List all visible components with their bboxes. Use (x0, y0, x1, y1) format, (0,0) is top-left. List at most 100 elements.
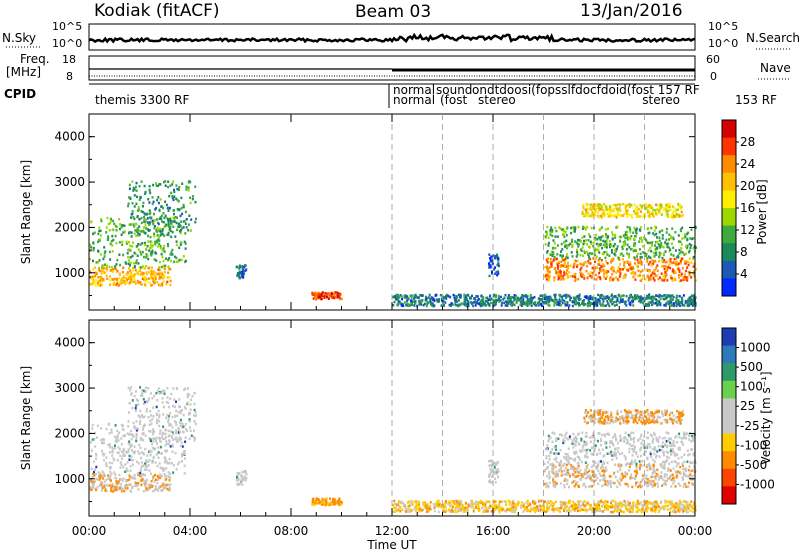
velocity-cell (161, 469, 164, 472)
velocity-cell (666, 477, 669, 480)
colorbar-tick-label: 28 (740, 135, 755, 149)
power-cell (667, 215, 670, 218)
power-cell (583, 277, 586, 280)
power-cell (675, 263, 678, 267)
power-cell (653, 229, 656, 232)
velocity-cell (156, 399, 159, 402)
velocity-cell (437, 499, 440, 503)
power-cell (651, 271, 654, 275)
velocity-cell (163, 392, 166, 395)
velocity-cell (456, 501, 459, 504)
power-cell (576, 253, 579, 256)
power-cell (644, 203, 647, 206)
power-cell (593, 206, 596, 209)
velocity-cell (173, 420, 176, 423)
power-cell (481, 300, 484, 303)
power-cell (564, 265, 566, 268)
power-cell (634, 258, 637, 261)
power-cell (401, 303, 404, 306)
velocity-cell (425, 504, 428, 507)
power-cell (583, 262, 586, 265)
velocity-cell (133, 426, 136, 429)
power-cell (134, 282, 137, 285)
power-cell (671, 261, 674, 265)
power-cell (109, 283, 112, 286)
power-cell (585, 296, 588, 300)
power-cell (139, 243, 142, 246)
power-cell (599, 214, 602, 218)
velocity-cell (423, 504, 426, 507)
velocity-cell (584, 485, 587, 489)
power-cell (636, 214, 639, 218)
power-cell (419, 294, 422, 297)
velocity-cell (555, 500, 557, 503)
velocity-cell (105, 464, 108, 468)
power-cell (90, 246, 93, 249)
power-cell (665, 260, 668, 264)
velocity-cell (168, 457, 171, 461)
velocity-cell (408, 500, 411, 504)
power-cell (488, 253, 491, 256)
nsky-frame (88, 23, 696, 51)
power-cell (547, 271, 550, 275)
velocity-cell (677, 509, 680, 512)
velocity-cell (658, 508, 661, 512)
velocity-cell (563, 509, 565, 512)
power-cell (623, 242, 626, 245)
velocity-cell (112, 486, 115, 490)
power-cell (139, 273, 142, 276)
velocity-cell (546, 504, 549, 508)
velocity-cell (606, 480, 609, 483)
velocity-cell (570, 464, 573, 467)
power-cell (682, 277, 685, 280)
power-cell (605, 260, 608, 263)
power-cell (597, 263, 600, 266)
power-cell (633, 226, 636, 230)
power-cell (688, 302, 691, 306)
power-cell (634, 249, 637, 252)
velocity-cell (496, 460, 499, 464)
velocity-cell (98, 484, 101, 487)
power-cell (100, 272, 103, 275)
power-cell (490, 270, 493, 273)
y-tick-label: 4000 (54, 130, 85, 144)
power-cell (563, 229, 565, 233)
velocity-cell (595, 503, 598, 507)
velocity-cell (321, 500, 324, 503)
power-cell (180, 220, 182, 223)
power-cell (471, 294, 473, 298)
velocity-cell (501, 507, 504, 511)
power-cell (131, 274, 134, 278)
power-cell (489, 297, 492, 300)
velocity-cell (182, 430, 185, 434)
power-cell (650, 226, 653, 230)
power-cell (564, 257, 567, 261)
velocity-cell (458, 502, 461, 506)
velocity-cell (132, 476, 135, 479)
power-cell (688, 273, 691, 277)
velocity-cell (152, 415, 155, 418)
velocity-cell (169, 430, 172, 433)
velocity-cell (186, 392, 189, 396)
velocity-cell (191, 395, 194, 398)
power-cell (661, 237, 664, 240)
velocity-cell (402, 501, 404, 505)
power-cell (135, 202, 138, 206)
power-cell (137, 262, 140, 265)
power-cell (561, 257, 564, 260)
power-cell (410, 294, 413, 297)
velocity-cell (152, 456, 155, 460)
velocity-cell (670, 478, 673, 482)
power-cell (128, 241, 130, 244)
power-cell (658, 206, 661, 210)
power-cell (610, 259, 613, 262)
power-cell (410, 296, 413, 299)
velocity-cell (108, 443, 111, 446)
velocity-cell (331, 499, 334, 503)
velocity-cell (475, 500, 477, 503)
power-cell (494, 257, 497, 260)
power-cell (647, 255, 650, 258)
power-cell (121, 240, 124, 244)
power-cell (92, 278, 95, 282)
